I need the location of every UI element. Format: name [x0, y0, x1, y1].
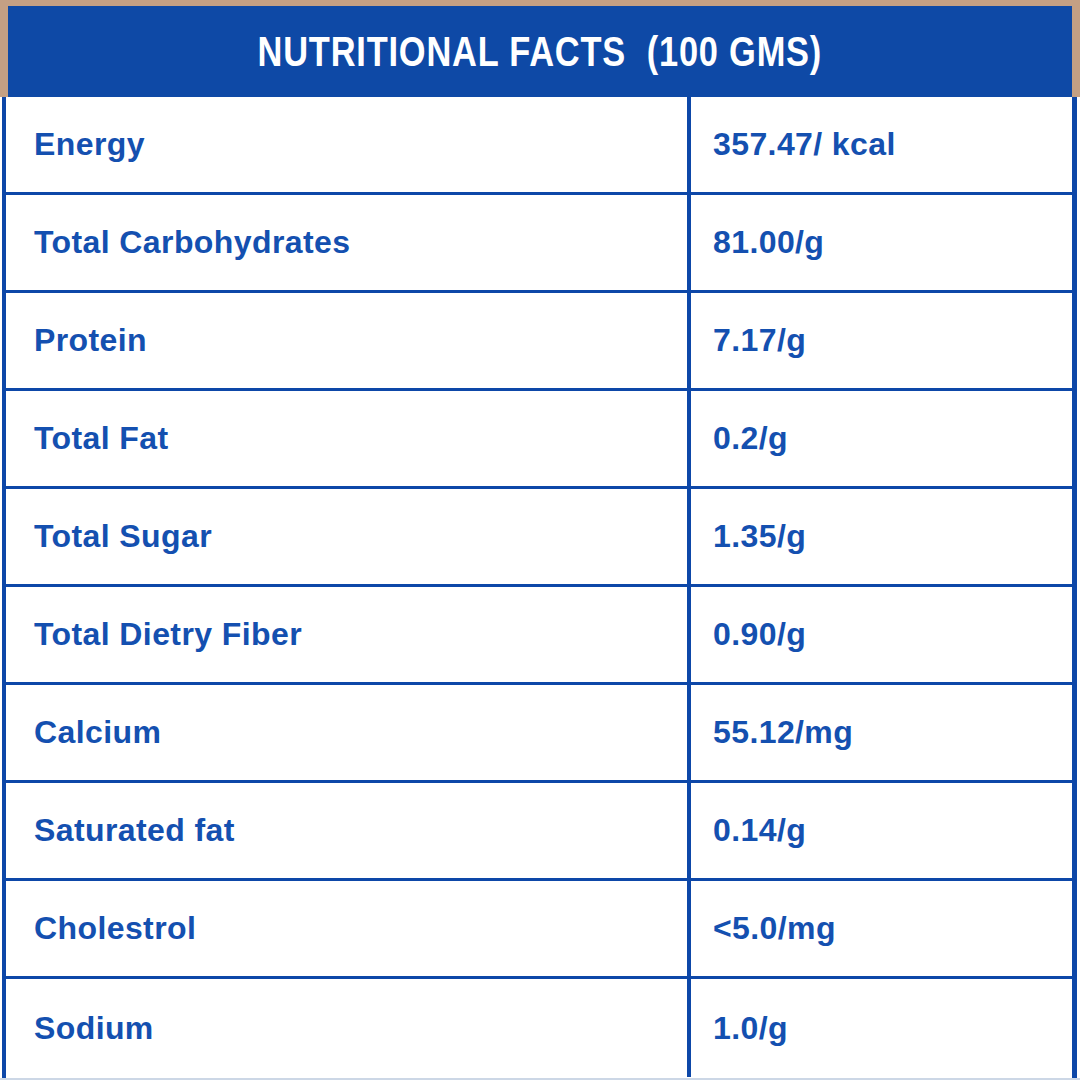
nutrient-value-cell: 7.17/g [691, 293, 1072, 388]
nutrient-name-cell: Protein [6, 293, 691, 388]
nutrient-value-cell: 81.00/g [691, 195, 1072, 290]
table-row: Energy 357.47/ kcal [6, 97, 1072, 195]
nutrient-name: Total Dietry Fiber [34, 616, 302, 653]
nutrient-name-cell: Calcium [6, 685, 691, 780]
table-row: Total Sugar 1.35/g [6, 489, 1072, 587]
table-row: Total Carbohydrates 81.00/g [6, 195, 1072, 293]
nutrient-value-cell: 357.47/ kcal [691, 97, 1072, 192]
nutrient-name-cell: Sodium [6, 979, 691, 1077]
nutrient-value: 357.47/ kcal [713, 126, 896, 163]
nutrient-name: Calcium [34, 714, 161, 751]
header-frame: NUTRITIONAL FACTS (100 GMS) [0, 0, 1080, 97]
nutrient-value: 7.17/g [713, 322, 806, 359]
nutrient-value-cell: 1.35/g [691, 489, 1072, 584]
page-title: NUTRITIONAL FACTS (100 GMS) [258, 27, 823, 76]
nutrient-name: Protein [34, 322, 147, 359]
nutrient-name: Sodium [34, 1010, 154, 1047]
nutrient-name-cell: Total Sugar [6, 489, 691, 584]
nutrition-label: NUTRITIONAL FACTS (100 GMS) Energy 357.4… [0, 0, 1080, 1080]
nutrient-value: 81.00/g [713, 224, 824, 261]
nutrient-name: Cholestrol [34, 910, 196, 947]
table-row: Total Fat 0.2/g [6, 391, 1072, 489]
nutrient-name: Total Carbohydrates [34, 224, 350, 261]
nutrient-name: Saturated fat [34, 812, 235, 849]
table-row: Protein 7.17/g [6, 293, 1072, 391]
table-row: Total Dietry Fiber 0.90/g [6, 587, 1072, 685]
nutrient-value: 0.90/g [713, 616, 806, 653]
nutrient-name-cell: Total Fat [6, 391, 691, 486]
nutrient-value-cell: 0.14/g [691, 783, 1072, 878]
table-row: Calcium 55.12/mg [6, 685, 1072, 783]
table-row: Cholestrol <5.0/mg [6, 881, 1072, 979]
nutrition-table: Energy 357.47/ kcal Total Carbohydrates … [2, 97, 1077, 1080]
header-bar: NUTRITIONAL FACTS (100 GMS) [8, 6, 1072, 97]
nutrient-value: 0.14/g [713, 812, 806, 849]
nutrient-name-cell: Cholestrol [6, 881, 691, 976]
nutrient-value-cell: 1.0/g [691, 979, 1072, 1077]
nutrient-value-cell: 55.12/mg [691, 685, 1072, 780]
nutrient-name-cell: Total Dietry Fiber [6, 587, 691, 682]
nutrient-value-cell: 0.90/g [691, 587, 1072, 682]
nutrient-value: 1.35/g [713, 518, 806, 555]
table-row: Sodium 1.0/g [6, 979, 1072, 1077]
nutrient-name: Total Sugar [34, 518, 212, 555]
nutrient-name-cell: Saturated fat [6, 783, 691, 878]
table-row: Saturated fat 0.14/g [6, 783, 1072, 881]
nutrient-value: 55.12/mg [713, 714, 853, 751]
nutrient-name-cell: Energy [6, 97, 691, 192]
nutrient-value: 1.0/g [713, 1010, 788, 1047]
nutrient-value: 0.2/g [713, 420, 788, 457]
nutrient-value-cell: <5.0/mg [691, 881, 1072, 976]
nutrient-value: <5.0/mg [713, 910, 836, 947]
nutrient-name: Energy [34, 126, 145, 163]
nutrient-value-cell: 0.2/g [691, 391, 1072, 486]
nutrient-name: Total Fat [34, 420, 169, 457]
nutrient-name-cell: Total Carbohydrates [6, 195, 691, 290]
